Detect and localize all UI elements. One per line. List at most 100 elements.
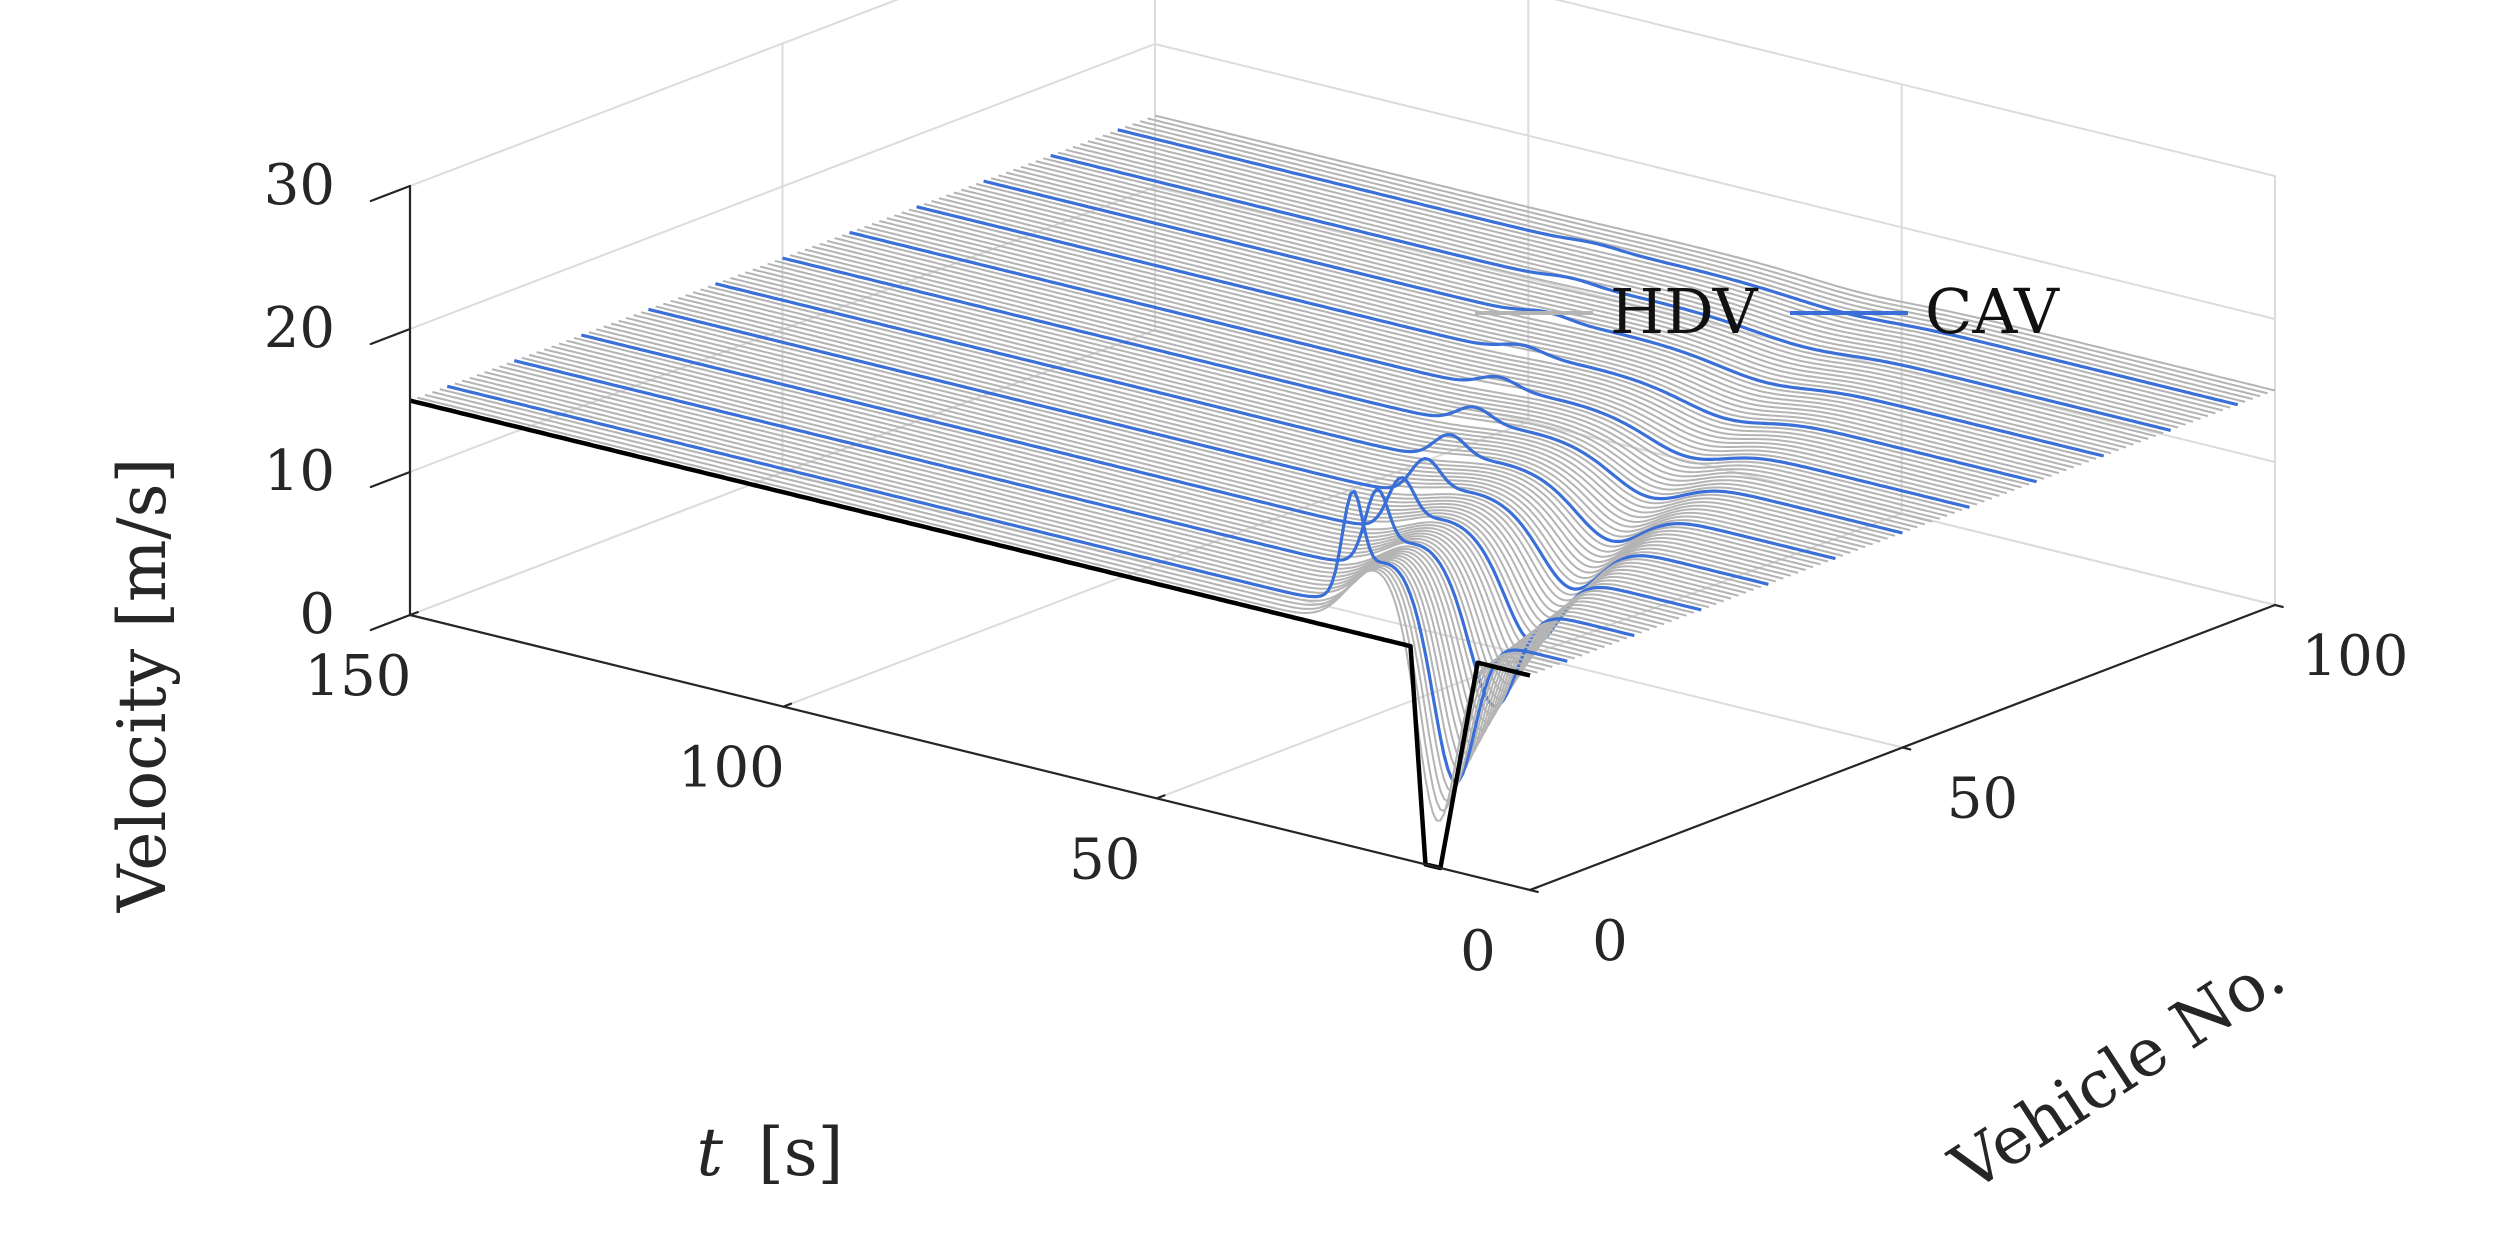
cav-velocity-line (647, 307, 1769, 591)
hdv-velocity-line (871, 222, 1993, 500)
hdv-velocity-line (834, 237, 1955, 514)
hdv-velocity-line (946, 194, 2067, 472)
hdv-velocity-line (737, 274, 1859, 552)
hdv-velocity-line (953, 191, 2075, 469)
hdv-velocity-line (476, 373, 1598, 748)
cav-velocity-line (580, 333, 1702, 645)
y-tick-label: 100 (2302, 624, 2409, 689)
hdv-velocity-line (484, 371, 1605, 740)
hdv-velocity-line (551, 345, 1672, 671)
hdv-velocity-line (499, 365, 1620, 723)
x-tick-label: 100 (678, 736, 785, 801)
z-axis-title: Velocity [m/s] (104, 458, 181, 914)
hdv-velocity-line (625, 316, 1747, 608)
hdv-velocity-line (1028, 163, 2149, 440)
hdv-velocity-line (901, 211, 2022, 489)
cav-velocity-line (1050, 153, 2172, 432)
hdv-velocity-line (759, 265, 1881, 543)
cav-velocity-line (446, 384, 1568, 784)
hdv-velocity-line (931, 200, 2052, 477)
hdv-velocity-line (938, 197, 2060, 475)
hdv-velocity-line (528, 353, 1650, 693)
hdv-velocity-line (968, 185, 2090, 463)
x-tick-mark (782, 702, 793, 708)
z-tick-mark (369, 470, 412, 489)
hdv-velocity-line (663, 302, 1784, 580)
x-tick-label: 50 (1069, 827, 1140, 892)
hdv-velocity-line (1020, 165, 2142, 443)
hdv-velocity-line (491, 368, 1613, 731)
x-axis-title: t [s] (697, 1114, 844, 1191)
y-tick-mark (2273, 603, 2284, 609)
y-axis-title: Vehicle No. (1937, 935, 2298, 1207)
hdv-velocity-line (797, 251, 1918, 529)
hdv-velocity-line (566, 339, 1687, 658)
cav-velocity-line (849, 230, 1970, 509)
hdv-velocity-line (1095, 137, 2216, 415)
cav-velocity-line (916, 205, 2037, 484)
z-tick-label: 0 (299, 582, 335, 647)
hdv-velocity-line (536, 351, 1657, 685)
hdv-velocity-line (819, 242, 1941, 520)
hdv-velocity-line (640, 311, 1762, 596)
hdv-velocity-line (677, 296, 1799, 574)
legend-cav-label: CAV (1925, 275, 2060, 348)
hdv-velocity-line (1057, 151, 2179, 429)
hdv-velocity-line (767, 262, 1888, 540)
x-tick-mark (1155, 794, 1166, 800)
x-tick-label: 150 (305, 644, 412, 709)
hdv-velocity-line (521, 356, 1643, 700)
hdv-velocity-line (789, 254, 1911, 532)
y-tick-label: 50 (1947, 767, 2018, 832)
hdv-velocity-line (879, 220, 2000, 497)
hdv-velocity-line (417, 396, 1538, 822)
z-tick-mark (369, 613, 412, 632)
hdv-velocity-line (1132, 123, 2253, 400)
hdv-velocity-line (893, 214, 2015, 492)
hdv-velocity-line (1087, 140, 2209, 418)
chart-axes (369, 184, 2284, 894)
hdv-velocity-line (1147, 117, 2268, 395)
hdv-velocity-line (1139, 120, 2261, 398)
hdv-velocity-line (812, 245, 1933, 523)
hdv-velocity-line (595, 328, 1717, 632)
hdv-velocity-line (1110, 131, 2231, 409)
hdv-velocity-line (558, 342, 1680, 665)
hdv-velocity-line (1072, 145, 2194, 423)
hdv-velocity-line (707, 285, 1829, 563)
cav-velocity-line (1117, 128, 2239, 407)
hdv-velocity-line (1102, 134, 2224, 412)
hdv-velocity-line (588, 331, 1710, 638)
hdv-velocity-line (469, 376, 1590, 757)
grid-line (1154, 43, 2276, 320)
cav-velocity-line (513, 359, 1635, 708)
hdv-velocity-line (744, 271, 1866, 549)
hdv-velocity-line (1154, 114, 2276, 392)
hdv-velocity-line (923, 202, 2045, 480)
hdv-velocity-line (1065, 148, 2186, 426)
hdv-velocity-line (1013, 168, 2134, 446)
head-vehicle-velocity-line (409, 398, 1531, 871)
z-tick-mark (369, 184, 412, 203)
z-tick-mark (369, 327, 412, 346)
hdv-velocity-line (618, 319, 1739, 614)
x-tick-label: 0 (1460, 919, 1496, 984)
hdv-velocity-line (722, 279, 1844, 557)
hdv-velocity-line (461, 379, 1583, 765)
y-tick-label: 0 (1592, 909, 1628, 974)
grid-line (1154, 186, 2276, 463)
hdv-velocity-line (633, 314, 1754, 602)
hdv-velocity-line (573, 336, 1695, 651)
cav-velocity-line (715, 282, 1836, 561)
hdv-velocity-line (841, 234, 1963, 512)
hdv-velocity-line (804, 248, 1926, 526)
hdv-velocity-line (774, 259, 1896, 537)
hdv-velocity-line (432, 391, 1553, 803)
hdv-velocity-line (603, 325, 1724, 626)
hdv-velocity-line (730, 277, 1851, 554)
hdv-velocity-line (975, 182, 2097, 460)
hdv-velocity-line (543, 348, 1665, 678)
hdv-velocity-line (1124, 125, 2246, 403)
grid-line (1554, 0, 2276, 177)
